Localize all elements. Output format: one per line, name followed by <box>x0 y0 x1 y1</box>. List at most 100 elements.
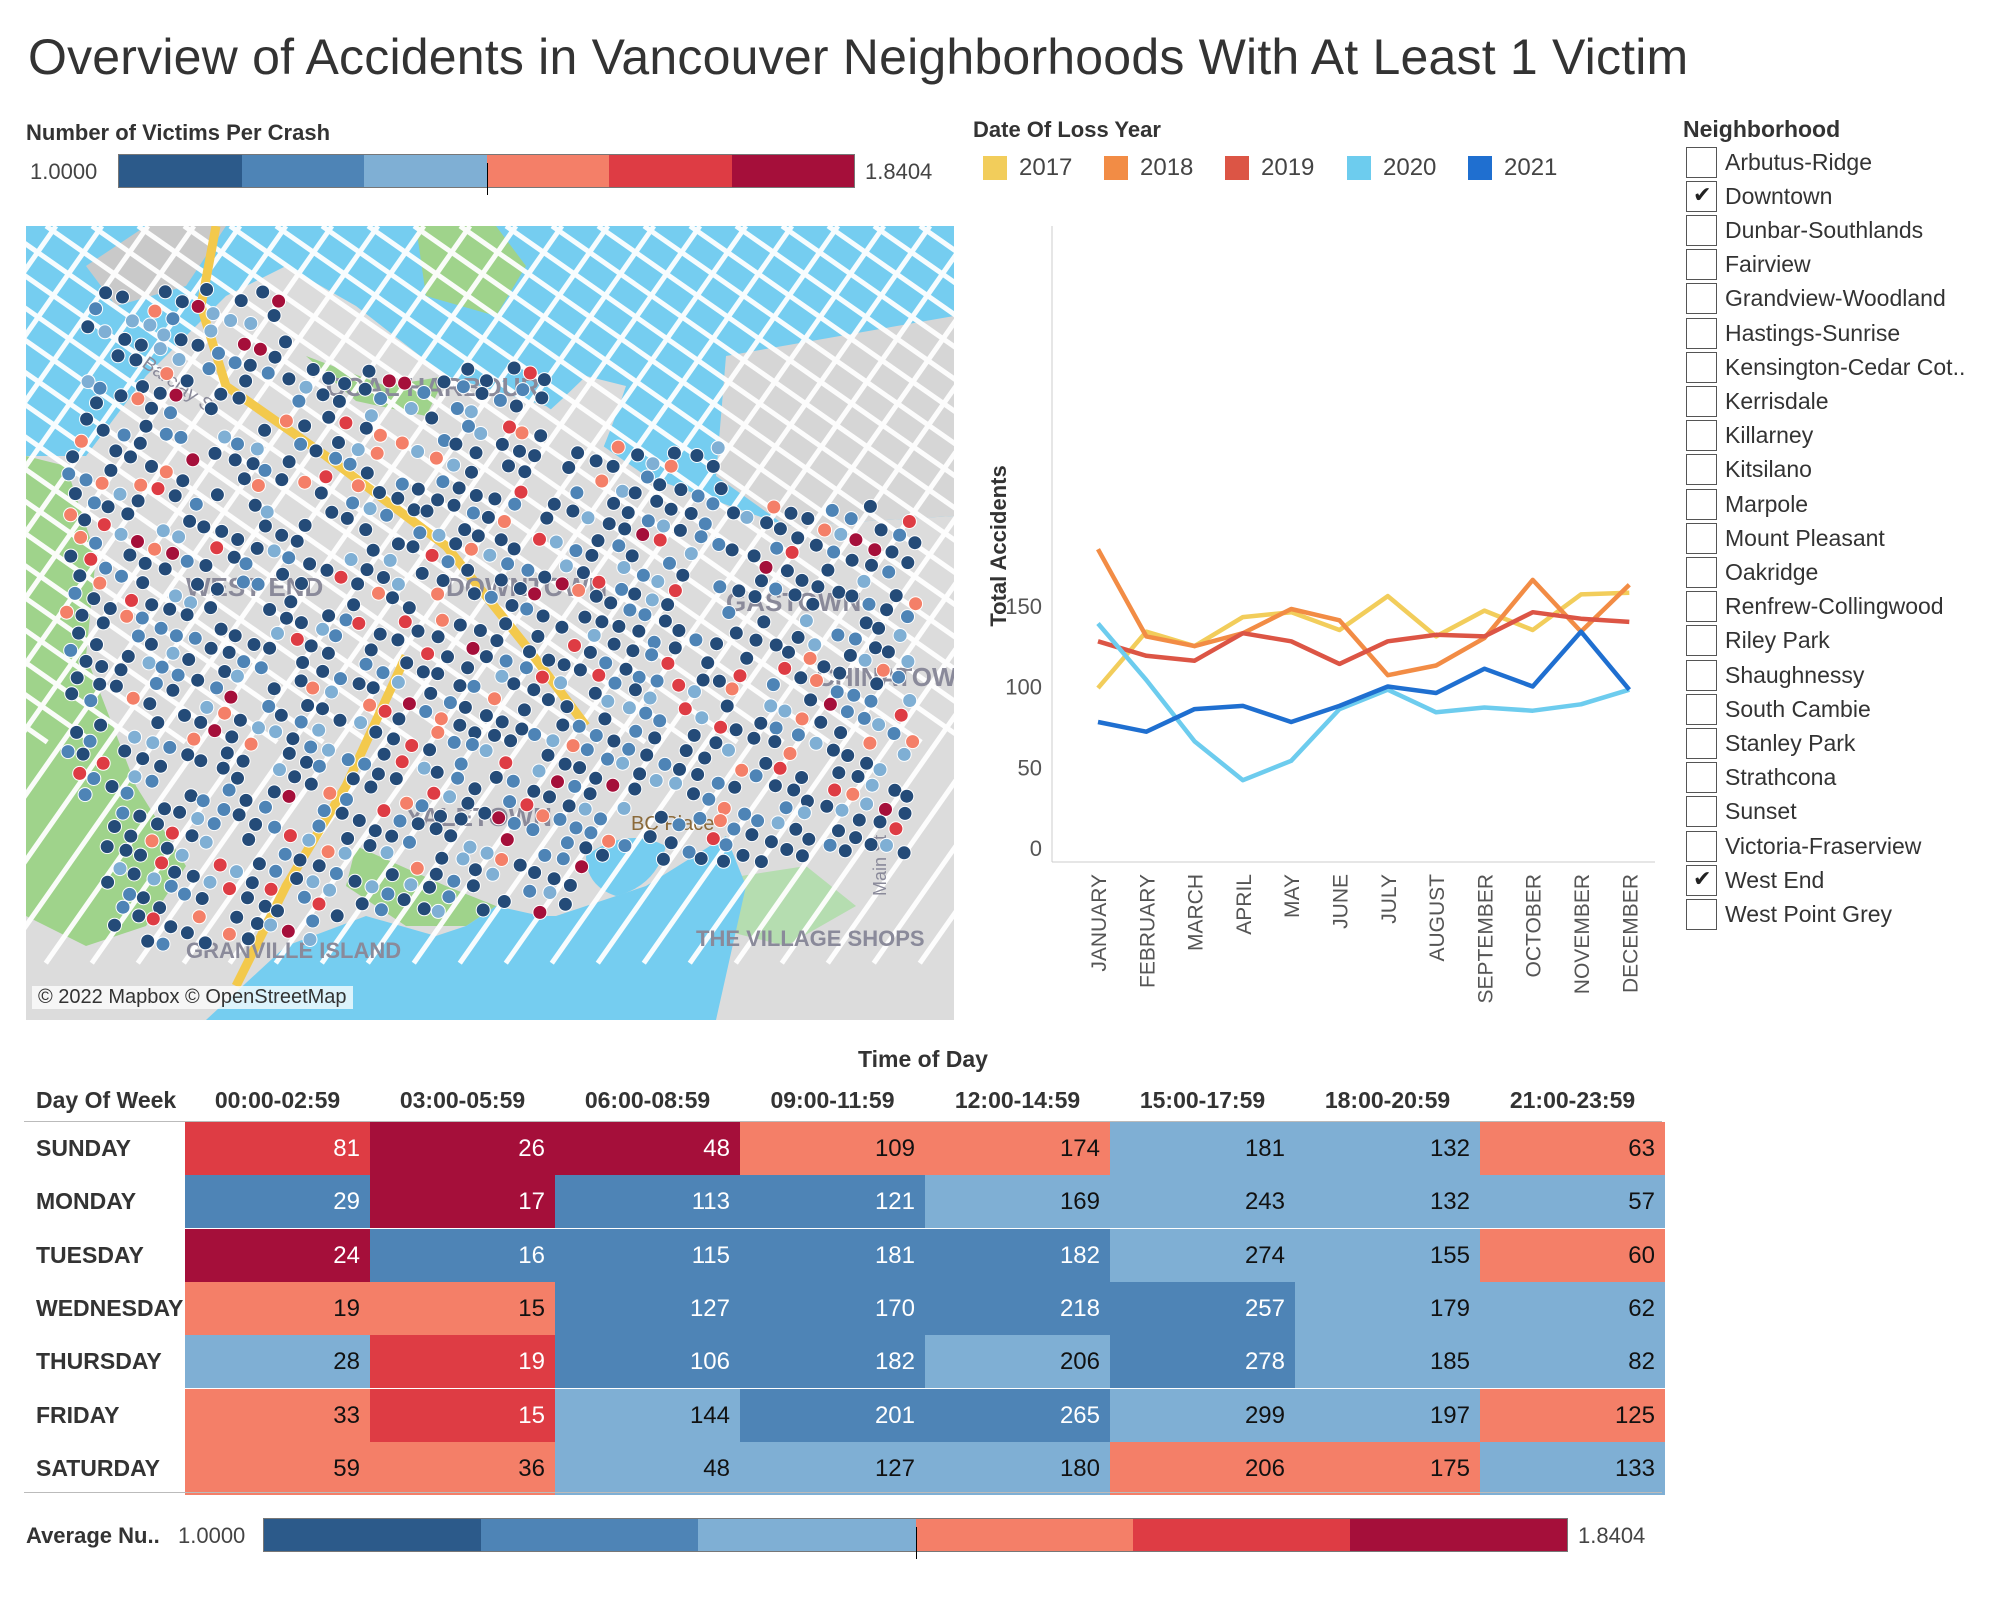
accident-point[interactable] <box>112 861 128 877</box>
accident-point[interactable] <box>174 847 190 863</box>
accident-point[interactable] <box>522 644 537 660</box>
accident-point[interactable] <box>649 673 665 689</box>
heatmap-cell[interactable]: 174 <box>925 1122 1110 1175</box>
accident-point[interactable] <box>373 902 389 918</box>
accident-point[interactable] <box>772 760 788 776</box>
accident-point[interactable] <box>410 444 426 459</box>
accident-point[interactable] <box>412 525 428 541</box>
accident-point[interactable] <box>787 587 803 603</box>
checkbox[interactable] <box>1686 556 1717 588</box>
accident-point[interactable] <box>556 657 572 673</box>
accident-point[interactable] <box>394 754 410 770</box>
heatmap-cell[interactable]: 26 <box>370 1122 555 1175</box>
heatmap-cell[interactable]: 81 <box>185 1122 370 1175</box>
accident-point[interactable] <box>259 504 275 520</box>
accident-point[interactable] <box>513 484 529 500</box>
heatmap-cell[interactable]: 48 <box>555 1441 740 1495</box>
accident-point[interactable] <box>768 581 784 597</box>
heatmap-cell[interactable]: 59 <box>185 1441 370 1495</box>
accident-point[interactable] <box>628 723 644 739</box>
accident-point[interactable] <box>892 527 908 543</box>
accident-point[interactable] <box>534 669 550 685</box>
accident-point[interactable] <box>786 782 802 798</box>
accident-point[interactable] <box>376 803 392 819</box>
accident-point[interactable] <box>520 562 536 578</box>
accident-point[interactable] <box>496 894 512 909</box>
checkbox[interactable] <box>1686 351 1717 383</box>
accident-point[interactable] <box>772 521 788 537</box>
accident-point[interactable] <box>908 596 924 612</box>
accident-point[interactable] <box>184 828 200 844</box>
accident-point[interactable] <box>373 391 389 406</box>
accident-point[interactable] <box>173 332 189 348</box>
accident-point[interactable] <box>72 765 88 781</box>
accident-point[interactable] <box>713 481 729 497</box>
accident-point[interactable] <box>362 838 378 853</box>
accident-point[interactable] <box>207 445 223 461</box>
accident-point[interactable] <box>627 781 643 797</box>
accident-point[interactable] <box>884 544 900 560</box>
accident-point[interactable] <box>83 551 99 567</box>
accident-point[interactable] <box>561 460 577 475</box>
accident-point[interactable] <box>862 735 878 751</box>
accident-point[interactable] <box>203 640 219 656</box>
accident-point[interactable] <box>243 316 259 331</box>
accident-point[interactable] <box>831 765 847 781</box>
accident-point[interactable] <box>191 909 207 925</box>
checkbox[interactable] <box>1686 796 1717 828</box>
neighborhood-option-arbutus-ridge[interactable]: Arbutus-Ridge <box>1686 145 1872 179</box>
accident-point[interactable] <box>384 828 400 844</box>
accident-point[interactable] <box>250 478 266 493</box>
accident-point[interactable] <box>460 361 476 377</box>
accident-point[interactable] <box>650 574 666 589</box>
accident-point[interactable] <box>466 678 482 694</box>
accident-point[interactable] <box>130 534 145 549</box>
accident-point[interactable] <box>711 537 727 552</box>
accident-point[interactable] <box>173 429 189 445</box>
accident-point[interactable] <box>231 807 247 823</box>
accident-point[interactable] <box>546 496 562 512</box>
accident-point[interactable] <box>622 602 638 618</box>
accident-point[interactable] <box>117 743 133 759</box>
accident-point[interactable] <box>277 846 293 862</box>
accident-point[interactable] <box>73 529 89 545</box>
accident-point[interactable] <box>597 711 613 727</box>
accident-point[interactable] <box>594 614 610 630</box>
accident-point[interactable] <box>850 769 866 784</box>
accident-points[interactable] <box>59 282 924 952</box>
accident-point[interactable] <box>591 574 607 590</box>
accident-point[interactable] <box>232 712 248 728</box>
accident-point[interactable] <box>69 670 85 686</box>
accident-point[interactable] <box>123 828 139 844</box>
accident-point[interactable] <box>100 874 116 890</box>
accident-point[interactable] <box>443 828 459 844</box>
accident-point[interactable] <box>255 284 271 300</box>
neighborhood-option-strathcona[interactable]: Strathcona <box>1686 761 1836 795</box>
accident-point[interactable] <box>148 676 164 691</box>
accident-point[interactable] <box>155 936 171 952</box>
series-line-2019[interactable] <box>1097 609 1630 667</box>
accident-point[interactable] <box>122 547 138 563</box>
accident-point[interactable] <box>340 752 356 768</box>
heatmap-cell[interactable]: 133 <box>1480 1441 1665 1495</box>
accident-point[interactable] <box>203 401 219 417</box>
accident-point[interactable] <box>362 501 378 517</box>
accident-point[interactable] <box>448 536 464 552</box>
accident-point[interactable] <box>578 840 594 856</box>
accident-point[interactable] <box>311 818 327 834</box>
accident-point[interactable] <box>365 542 381 558</box>
accident-point[interactable] <box>433 711 449 727</box>
accident-point[interactable] <box>663 458 679 474</box>
accident-point[interactable] <box>872 814 888 830</box>
accident-point[interactable] <box>137 555 153 571</box>
heatmap-cell[interactable]: 155 <box>1295 1228 1480 1282</box>
accident-point[interactable] <box>555 851 571 867</box>
accident-point[interactable] <box>371 585 386 601</box>
accident-point[interactable] <box>856 710 872 726</box>
neighborhood-option-stanley-park[interactable]: Stanley Park <box>1686 726 1855 760</box>
neighborhood-option-south-cambie[interactable]: South Cambie <box>1686 692 1871 726</box>
accident-point[interactable] <box>512 581 528 596</box>
accident-point[interactable] <box>451 480 467 496</box>
accident-point[interactable] <box>125 690 141 706</box>
accident-point[interactable] <box>302 556 318 572</box>
